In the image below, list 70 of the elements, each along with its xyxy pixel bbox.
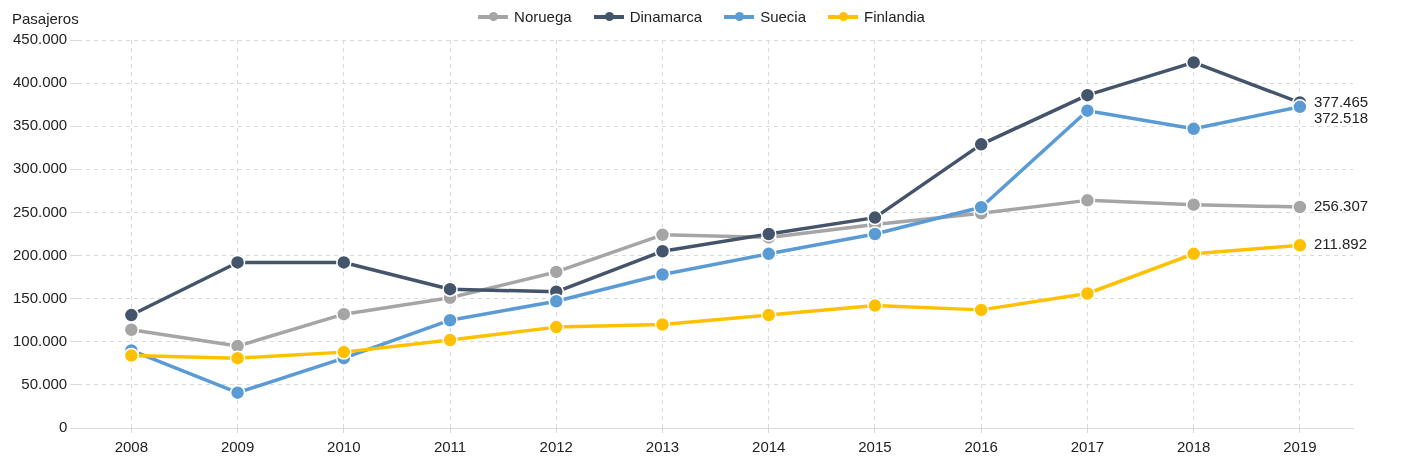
data-label: 211.892 [1313, 235, 1367, 253]
y-tick-label: 0 [58, 418, 68, 436]
point [973, 302, 989, 318]
y-tick-label: 350.000 [12, 116, 68, 134]
point [336, 344, 352, 360]
x-tick-label: 2008 [114, 438, 149, 456]
y-tick-label: 50.000 [21, 375, 68, 393]
y-tick-label: 250.000 [12, 202, 68, 220]
point [548, 319, 565, 335]
x-tick-label: 2016 [964, 438, 998, 456]
point [867, 297, 883, 314]
legend-label: Dinamarca [629, 8, 703, 25]
point [548, 293, 565, 309]
x-tick-label: 2012 [539, 438, 573, 456]
point [867, 226, 883, 242]
x-tick-label: 2018 [1176, 438, 1211, 456]
point [973, 199, 989, 216]
point [1079, 87, 1096, 103]
point [1292, 99, 1308, 115]
y-tick-label: 450.000 [12, 30, 68, 48]
y-tick-label: 100.000 [12, 331, 68, 349]
point [973, 136, 989, 153]
point [336, 254, 352, 271]
point [229, 254, 246, 271]
point [442, 281, 458, 297]
point [1185, 121, 1202, 137]
point [1185, 196, 1202, 213]
point [123, 307, 140, 323]
point [1292, 237, 1308, 254]
point [1079, 285, 1096, 302]
point [336, 306, 352, 322]
y-tick-label: 150.000 [12, 288, 68, 306]
x-tick-label: 2015 [858, 438, 892, 456]
point [229, 350, 246, 366]
point [760, 307, 777, 323]
point [1185, 246, 1202, 262]
x-tick-label: 2014 [752, 438, 786, 456]
point [1079, 102, 1096, 119]
point [654, 227, 671, 243]
point [1079, 192, 1096, 209]
y-axis-title: Pasajeros [12, 10, 79, 27]
y-tick-label: 400.000 [12, 73, 68, 91]
legend-label: Suecia [760, 8, 807, 25]
point [760, 246, 777, 262]
point [123, 321, 140, 338]
y-tick-label: 200.000 [12, 245, 68, 263]
x-tick-label: 2010 [327, 438, 361, 456]
point [548, 264, 565, 280]
point [123, 347, 140, 364]
point [442, 332, 458, 348]
legend-label: Finlandia [864, 8, 925, 25]
point [1292, 199, 1308, 215]
point [654, 243, 671, 259]
x-tick-label: 2013 [645, 438, 680, 456]
point [442, 312, 458, 328]
x-tick-label: 2009 [220, 438, 255, 456]
x-tick-label: 2017 [1070, 438, 1105, 456]
x-tick-label: 2011 [433, 438, 467, 456]
y-tick-label: 300.000 [12, 159, 68, 177]
point [229, 384, 246, 401]
data-label: 377.465 [1313, 92, 1369, 110]
point [654, 316, 671, 333]
point [867, 209, 883, 226]
x-tick-label: 2019 [1283, 438, 1317, 456]
point [1185, 54, 1202, 71]
point [654, 266, 671, 283]
data-label: 372.518 [1313, 108, 1369, 126]
legend-label: Noruega [514, 8, 572, 25]
data-label: 256.307 [1313, 197, 1369, 215]
point [760, 226, 777, 242]
